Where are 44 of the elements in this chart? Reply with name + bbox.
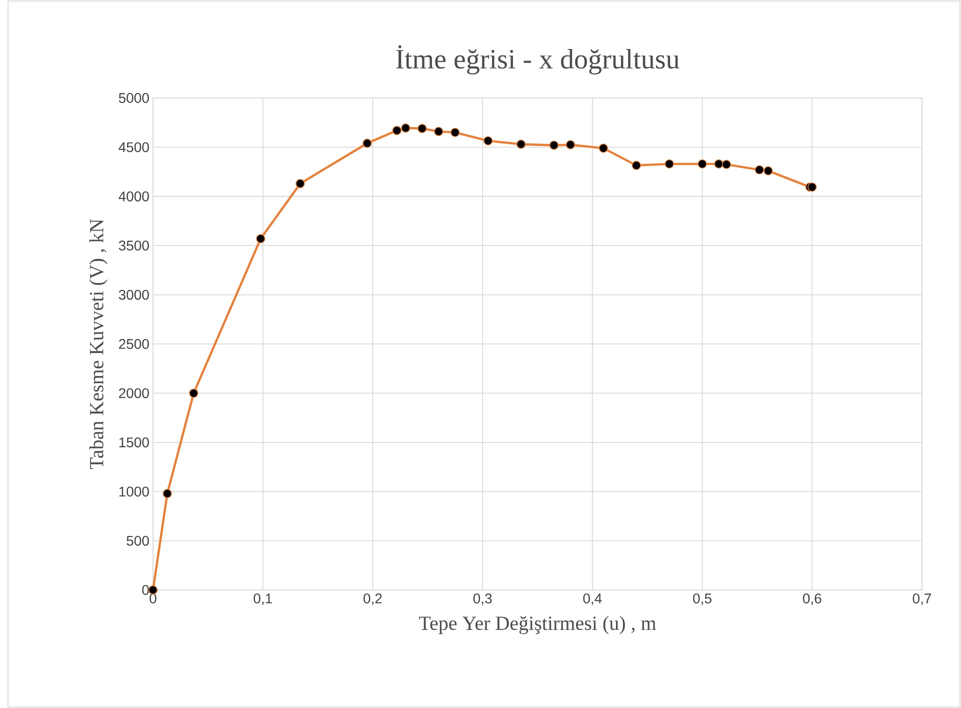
y-tick-label: 500	[126, 536, 149, 546]
point	[189, 388, 198, 398]
point	[808, 182, 817, 192]
point	[722, 160, 732, 170]
x-tick-label: 0,4	[583, 594, 602, 606]
point	[434, 126, 444, 136]
point	[483, 136, 493, 146]
point	[362, 138, 372, 148]
point	[764, 166, 773, 176]
point	[754, 165, 764, 174]
chart-title: İtme eğrisi - x doğrultusu	[396, 45, 680, 74]
point	[714, 159, 724, 169]
y-tick-label: 2500	[119, 339, 149, 349]
y-tick-label: 5000	[118, 93, 149, 103]
point	[598, 144, 608, 153]
point	[549, 140, 559, 150]
point	[418, 124, 427, 134]
y-tick-label: 4000	[118, 191, 149, 202]
y-axis-title: Taban Kesme Kuvveti (V) , kN	[89, 219, 108, 469]
y-tick-label: 0	[142, 585, 149, 595]
point	[632, 160, 641, 170]
point	[664, 159, 674, 169]
x-tick-label: 0,6	[802, 594, 822, 606]
point	[450, 128, 460, 138]
y-tick-label: 3000	[118, 290, 149, 300]
point	[256, 234, 266, 244]
point	[516, 140, 526, 149]
point	[392, 126, 402, 136]
x-tick-label: 0,5	[693, 594, 712, 606]
point	[296, 179, 305, 188]
x-tick-label: 0,3	[473, 594, 492, 606]
x-axis-title: Tepe Yer Değiştirmesi (u) , m	[419, 616, 656, 634]
y-tick-label: 3500	[118, 240, 149, 251]
y-tick-label: 2000	[119, 388, 149, 398]
y-tick-label: 1000	[119, 486, 149, 497]
y-tick-label: 1500	[119, 437, 149, 448]
x-tick-label: 0,2	[364, 594, 382, 606]
x-tick-label: 0,7	[912, 594, 932, 606]
point	[401, 123, 410, 133]
y-tick-label: 4500	[118, 142, 149, 152]
point	[698, 159, 707, 169]
x-tick-label: 0,1	[254, 594, 272, 606]
point	[162, 488, 172, 498]
point	[566, 140, 576, 150]
